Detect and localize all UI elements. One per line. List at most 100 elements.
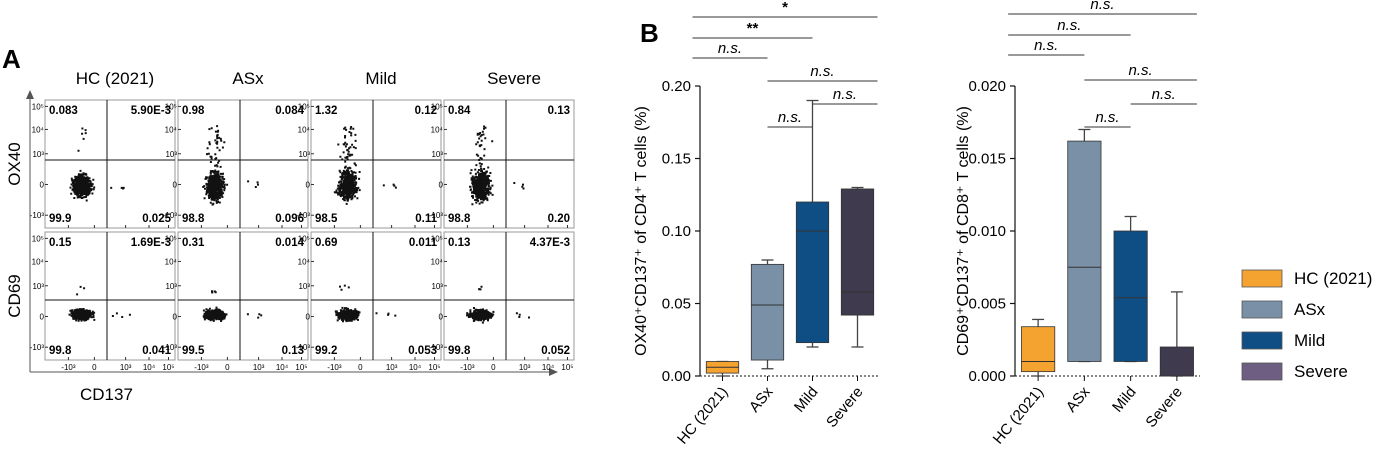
flow-column-title: ASx <box>232 69 264 88</box>
quadrant-ul-value: 0.69 <box>315 237 337 249</box>
flow-x-tick: 10⁵ <box>295 363 307 372</box>
legend-item: ASx <box>1241 300 1326 319</box>
flow-x-tick: -10³ <box>327 363 342 372</box>
quadrant-ul-value: 1.32 <box>315 105 337 117</box>
flow-column-title: Mild <box>365 69 396 88</box>
panel-b-letter: B <box>640 18 659 48</box>
quadrant-lr-value: 0.052 <box>541 345 570 357</box>
legend-label: ASx <box>1294 300 1326 319</box>
flow-y-tick: -10³ <box>30 211 45 220</box>
quadrant-ur-value: 4.37E-3 <box>530 237 570 249</box>
cd4-box-chart: OX40⁺CD137⁺ of CD4⁺ T cells (%) 0.00 0.05 0… <box>633 0 880 448</box>
flow-plot: 10⁵ 10⁴ 10³ 0 -10³ -10³ 0 10³ 10⁴ 10⁵ 0.98 0.084 98.… <box>163 99 309 240</box>
flow-y-tick: -10³ <box>163 343 178 352</box>
flow-y-tick: 10³ <box>431 282 443 291</box>
flow-events <box>469 125 525 206</box>
flow-plot: 10⁵ 10⁴ 10³ 0 -10³ -10³ 0 10³ 10⁴ 10⁵ 0.083 5.90E-3… <box>30 99 176 240</box>
quadrant-ur-value: 1.69E-3 <box>131 237 171 249</box>
x-tick-label: Mild <box>791 384 822 416</box>
x-tick-label: ASx <box>746 383 777 415</box>
flow-column-title: HC (2021) <box>76 69 154 88</box>
flow-y-tick: 0 <box>173 312 178 321</box>
flow-y-tick: 10⁵ <box>298 102 310 111</box>
y-tick-label: 0.020 <box>968 78 1006 95</box>
flow-x-tick: 10³ <box>519 363 531 372</box>
y-tick-label: 0.15 <box>662 151 691 168</box>
flow-y-tick: 0 <box>439 180 444 189</box>
flow-y-tick: 0 <box>439 312 444 321</box>
quadrant-ur-value: 0.011 <box>409 237 438 249</box>
flow-events <box>466 285 530 324</box>
box-mild: Mild <box>1109 215 1148 416</box>
flow-y-tick: 10⁵ <box>32 234 44 243</box>
flow-y-tick: 10⁵ <box>431 102 443 111</box>
flow-x-tick: 0 <box>358 363 363 372</box>
flow-y-tick: 10³ <box>431 150 443 159</box>
flow-x-tick: -10³ <box>194 363 209 372</box>
flow-y-tick: 0 <box>40 180 45 189</box>
panel-a-flow-plots: HC (2021) ASx Mild SevereOX40CD69CD13710⁵10… <box>5 69 575 404</box>
box-iqr <box>1113 230 1148 362</box>
flow-y-tick: -10³ <box>296 343 311 352</box>
flow-events <box>334 284 397 323</box>
legend-item: Severe <box>1241 362 1348 381</box>
flow-plot-frame <box>44 231 176 361</box>
flow-plot-frame <box>177 99 309 229</box>
flow-y-tick: 10⁴ <box>431 125 444 134</box>
legend: HC (2021) ASx Mild Severe <box>1241 269 1372 381</box>
y-tick-label: 0.00 <box>662 368 691 385</box>
quadrant-ll-value: 98.8 <box>182 213 205 225</box>
flow-x-tick: 0 <box>225 363 230 372</box>
flow-events <box>69 127 125 202</box>
flow-row-label: OX40 <box>5 142 24 185</box>
flow-row-label: CD69 <box>5 274 24 317</box>
quadrant-lr-value: 0.13 <box>282 345 304 357</box>
flow-y-tick: 10³ <box>165 150 177 159</box>
flow-y-tick: 10³ <box>32 150 44 159</box>
legend-swatch <box>1241 300 1283 319</box>
legend-swatch <box>1241 331 1283 350</box>
quadrant-lr-value: 0.11 <box>415 213 437 225</box>
flow-y-tick: 10⁴ <box>32 125 45 134</box>
flow-y-tick: 10⁴ <box>32 257 45 266</box>
quadrant-lr-value: 0.096 <box>275 213 304 225</box>
quadrant-ll-value: 98.8 <box>448 213 471 225</box>
legend-label: HC (2021) <box>1294 269 1372 288</box>
x-tick-label: Mild <box>1109 384 1140 416</box>
significance-label: n.s. <box>1090 0 1114 13</box>
flow-column-title: Severe <box>487 69 541 88</box>
flow-y-tick: 0 <box>306 180 311 189</box>
quadrant-ul-value: 0.31 <box>182 237 205 249</box>
significance-label: n.s. <box>833 86 857 103</box>
flow-plot: 10⁵ 10⁴ 10³ 0 -10³ -10³ 0 10³ 10⁴ 10⁵ 1.32 0.12 98.5… <box>296 99 442 240</box>
box-iqr <box>795 201 830 344</box>
box-mild: Mild <box>791 99 830 416</box>
flow-y-tick: 10³ <box>32 282 44 291</box>
significance-label: n.s. <box>1034 37 1058 54</box>
legend-item: HC (2021) <box>1241 269 1372 288</box>
flow-y-tick: 10⁴ <box>298 125 311 134</box>
flow-y-tick: -10³ <box>429 211 444 220</box>
flow-y-tick: 10⁴ <box>165 257 178 266</box>
y-tick-label: 0.010 <box>968 223 1006 240</box>
significance-label: * <box>782 0 788 16</box>
quadrant-ll-value: 99.2 <box>315 345 337 357</box>
box-iqr <box>750 263 785 361</box>
y-tick-label: 0.000 <box>968 368 1006 385</box>
flow-events <box>333 126 397 205</box>
flow-y-tick: 10⁵ <box>32 102 44 111</box>
flow-plot: 10⁵ 10⁴ 10³ 0 -10³ -10³ 0 10³ 10⁴ 10⁵ 0.13 4.37E-3 9… <box>429 231 575 372</box>
y-tick-label: 0.05 <box>662 296 691 313</box>
legend-item: Mild <box>1241 331 1325 350</box>
flow-x-tick: 10³ <box>253 363 265 372</box>
flow-x-tick: 10⁴ <box>276 363 289 372</box>
flow-y-tick: 10⁵ <box>165 234 177 243</box>
legend-swatch <box>1241 269 1283 288</box>
significance-label: n.s. <box>1129 62 1153 79</box>
x-tick-label: ASx <box>1063 383 1094 415</box>
quadrant-ll-value: 98.5 <box>315 213 338 225</box>
flow-y-tick: 10⁴ <box>165 125 178 134</box>
quadrant-ur-value: 0.12 <box>415 105 437 117</box>
box-severe: Severe <box>823 186 875 431</box>
